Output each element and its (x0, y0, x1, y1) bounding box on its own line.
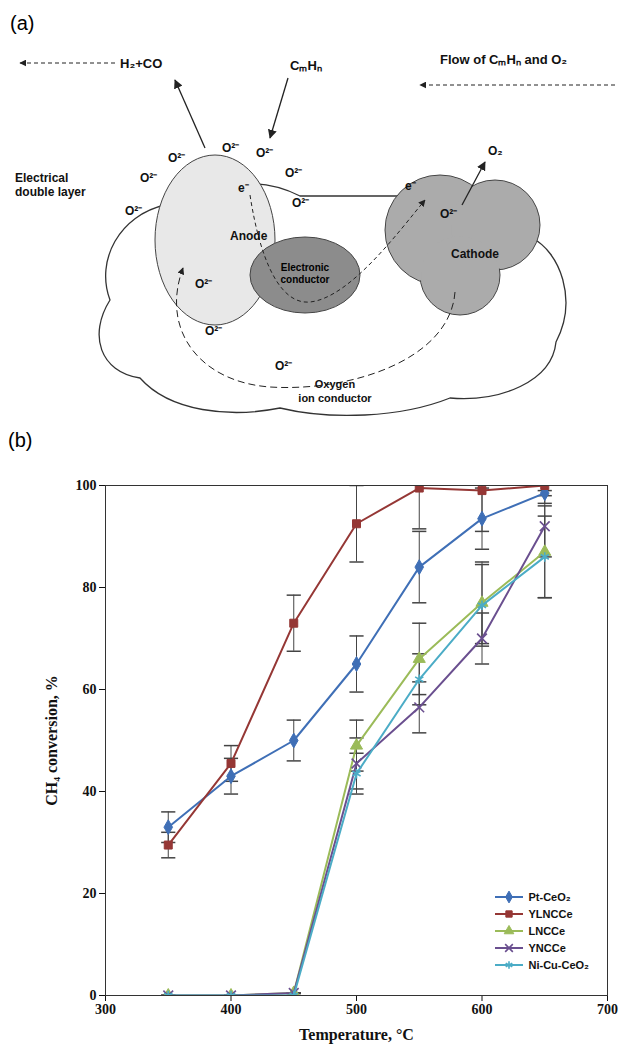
svg-text:e⁻: e⁻ (238, 181, 249, 195)
svg-text:conductor: conductor (281, 274, 330, 285)
svg-text:ion conductor: ion conductor (298, 392, 372, 404)
svg-text:500: 500 (346, 1002, 367, 1017)
svg-text:Cathode: Cathode (451, 247, 499, 261)
svg-text:Electrical: Electrical (15, 171, 68, 185)
svg-text:O²⁻: O²⁻ (125, 204, 142, 218)
svg-text:20: 20 (83, 886, 97, 901)
svg-text:O²⁻: O²⁻ (140, 171, 157, 185)
svg-text:O²⁻: O²⁻ (292, 196, 309, 210)
svg-text:H₂+CO: H₂+CO (120, 56, 162, 71)
html-text:LNCCe: LNCCe (528, 924, 566, 937)
svg-text:O²⁻: O²⁻ (275, 359, 292, 373)
html-text:YNCCe: YNCCe (528, 941, 566, 954)
svg-text:Oxygen: Oxygen (315, 378, 356, 390)
svg-text:e⁻: e⁻ (405, 179, 416, 193)
svg-text:600: 600 (472, 1002, 493, 1017)
svg-text:Flow of CₘHₙ and O₂: Flow of CₘHₙ and O₂ (440, 52, 567, 67)
svg-text:O²⁻: O²⁻ (440, 207, 457, 221)
svg-text:O²⁻: O²⁻ (195, 277, 212, 291)
svg-text:60: 60 (83, 682, 97, 697)
svg-text:O²⁻: O²⁻ (205, 324, 222, 338)
html-text:Pt-CeO₂: Pt-CeO₂ (528, 890, 571, 903)
svg-text:Electronic: Electronic (281, 262, 330, 273)
svg-text:CₘHₙ: CₘHₙ (290, 58, 322, 73)
svg-text:double layer: double layer (15, 185, 86, 199)
svg-text:O²⁻: O²⁻ (168, 151, 185, 165)
svg-text:CH₄ conversion, %: CH₄ conversion, % (43, 675, 60, 806)
svg-text:O²⁻: O²⁻ (222, 141, 239, 155)
svg-text:0: 0 (90, 988, 97, 1003)
svg-text:400: 400 (221, 1002, 242, 1017)
svg-text:O₂: O₂ (488, 144, 503, 158)
svg-text:Temperature, °C: Temperature, °C (299, 1026, 414, 1044)
svg-text:O²⁻: O²⁻ (285, 166, 302, 180)
html-text:YLNCCe: YLNCCe (528, 907, 573, 920)
html-text:Ni-Cu-CeO₂: Ni-Cu-CeO₂ (528, 958, 589, 971)
svg-text:O²⁻: O²⁻ (256, 146, 273, 160)
svg-text:300: 300 (95, 1002, 116, 1017)
svg-text:(a): (a) (10, 12, 34, 34)
svg-text:80: 80 (83, 580, 97, 595)
svg-text:700: 700 (597, 1002, 618, 1017)
html-text:(b): (b) (8, 429, 33, 451)
svg-text:Anode: Anode (230, 229, 268, 243)
svg-text:100: 100 (76, 478, 97, 493)
svg-text:40: 40 (83, 784, 97, 799)
